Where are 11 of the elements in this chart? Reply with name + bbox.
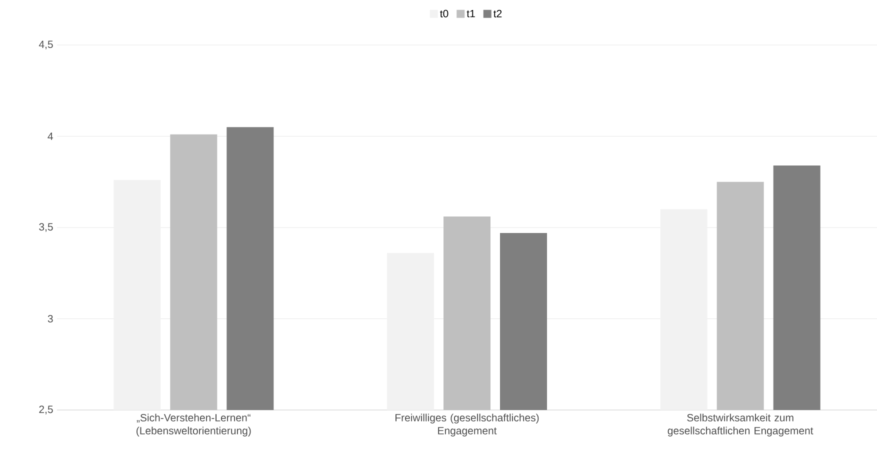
y-tick-label: 3: [48, 315, 53, 322]
legend-label: t1: [466, 10, 475, 18]
x-tick-label: Selbstwirksamkeit zum gesellschaftlichen Engagement: [668, 414, 814, 436]
legend-label: t0: [440, 10, 448, 18]
y-tick-label: 2,5: [39, 406, 53, 414]
legend-label: t2: [494, 10, 502, 18]
x-tick-label: Freiwilliges (gesellschaftliches) Engagement: [396, 414, 539, 436]
y-tick-label: 3,5: [39, 223, 53, 232]
y-tick-label: 4: [48, 132, 53, 140]
x-tick-label: „Sich-Verstehen-Lernen“ (Lebensweltorientierung): [136, 414, 251, 436]
y-tick-label: 4,5: [38, 40, 53, 50]
